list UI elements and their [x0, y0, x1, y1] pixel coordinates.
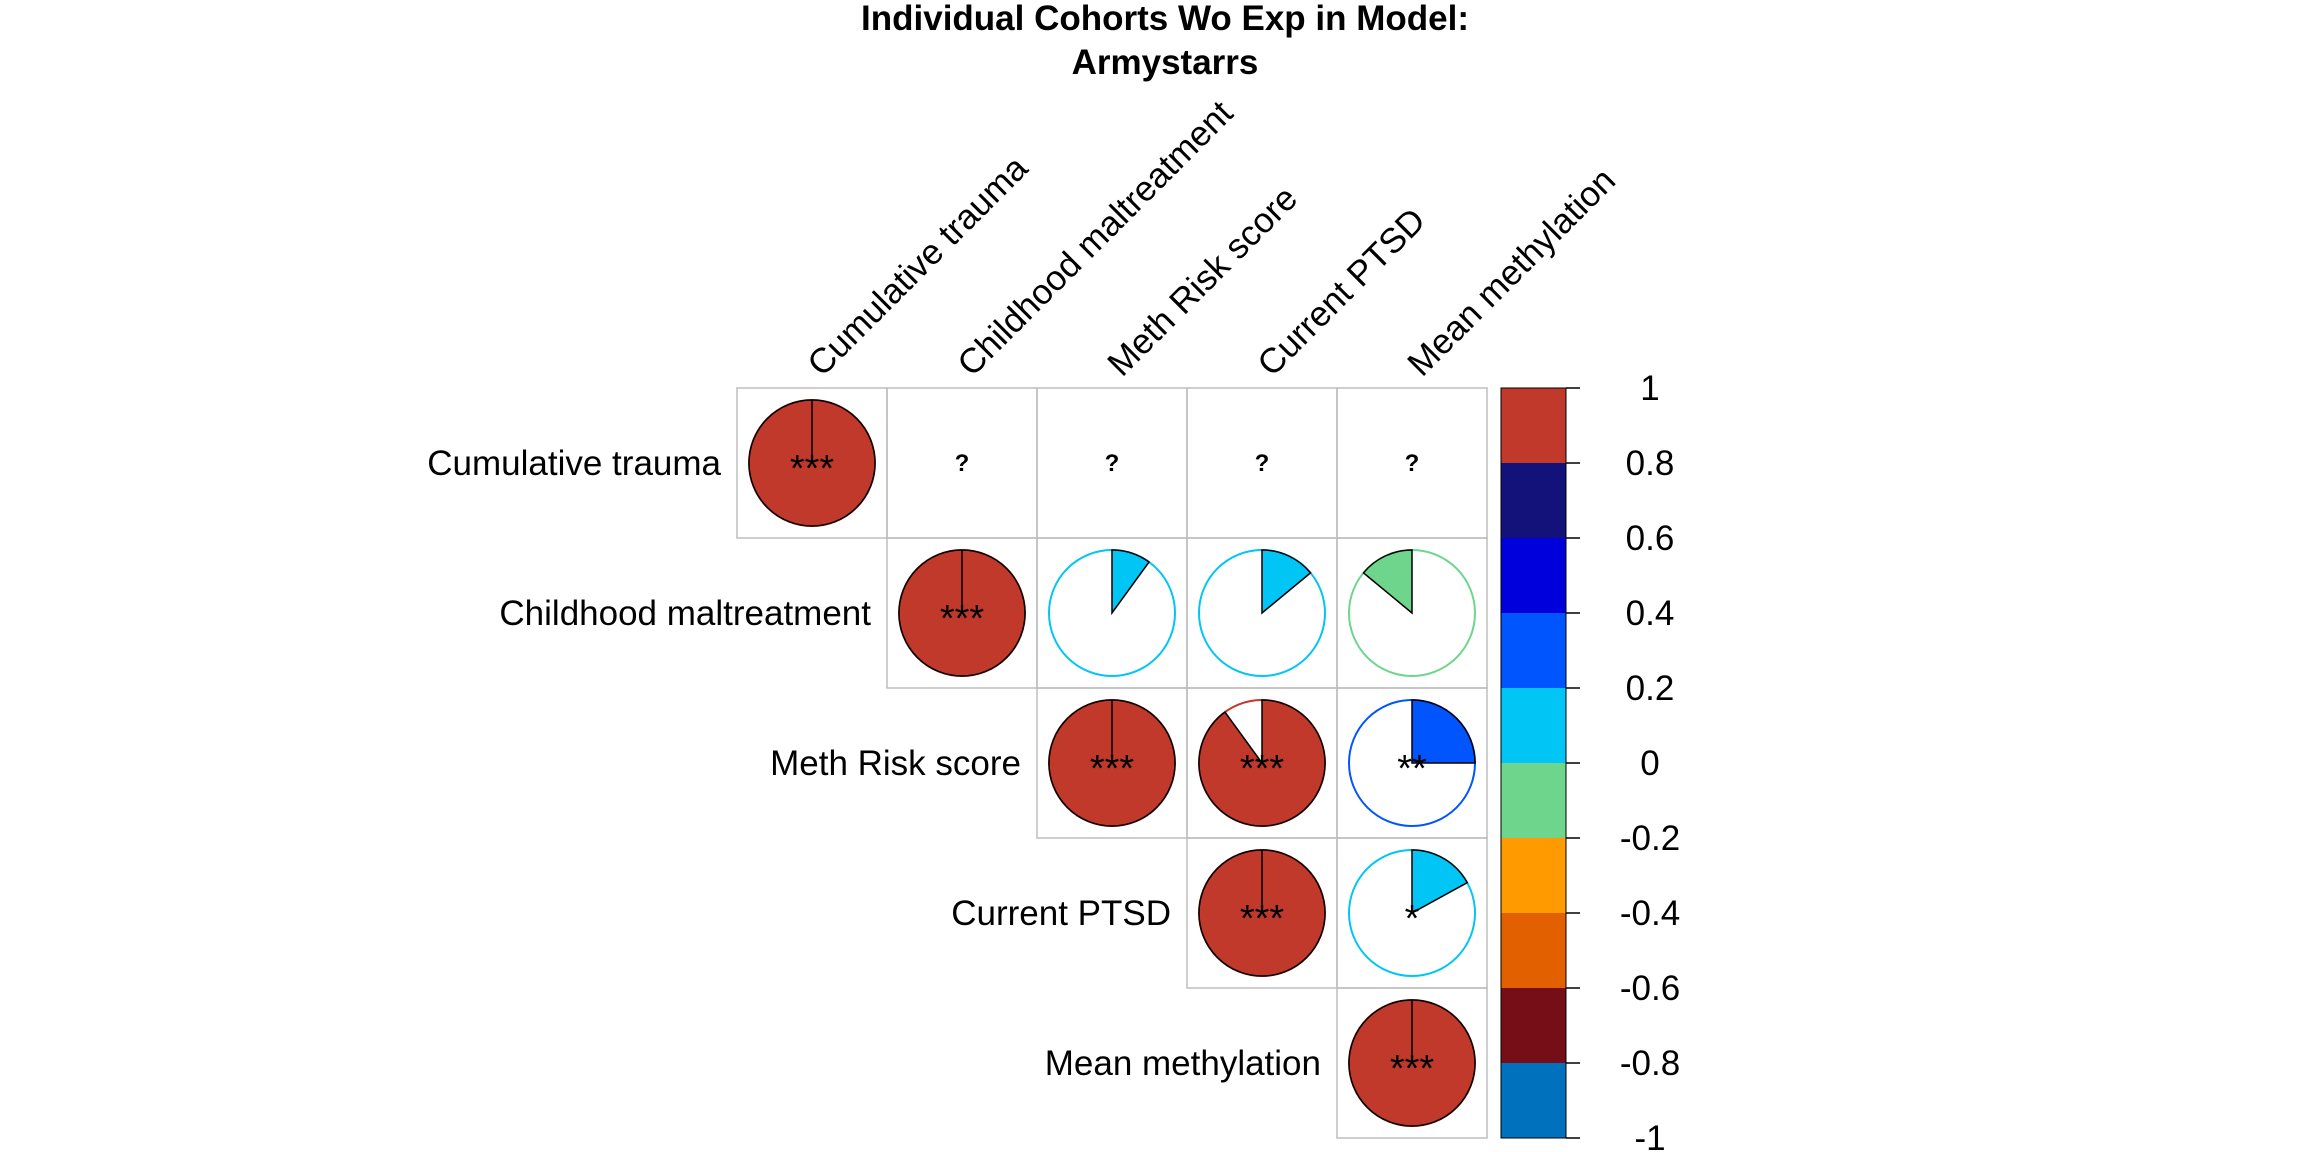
colorbar: 1 0.8 0.6 0.4 0.2 0 -0.2 -0.4 -0.6 -0.8 -1: [1500, 369, 1680, 1152]
cell-2-3-slice: [1198, 699, 1326, 827]
colorbar-tick-label-10: -1: [1634, 1119, 1665, 1152]
cell-2-4-significance: **: [1397, 748, 1427, 790]
matrix-grid: [736, 387, 1488, 1139]
colorbar-segment-7: [1501, 913, 1566, 988]
cell-2-2-pie: [1048, 699, 1176, 827]
colorbar-tick-label-9: -0.8: [1620, 1044, 1680, 1083]
cell-3-4-significance: *: [1405, 898, 1420, 940]
colorbar-tick-label-8: -0.6: [1620, 969, 1680, 1008]
cell-4-4-significance: ***: [1390, 1048, 1435, 1090]
colorbar-segment-6: [1501, 838, 1566, 913]
colorbar-tick-label-5: 0: [1640, 744, 1659, 783]
colorbar-tick-label-3: 0.4: [1626, 594, 1675, 633]
cell-1-3-slice: [1261, 549, 1312, 615]
row-label-current-ptsd: Current PTSD: [951, 894, 1171, 933]
cell-1-4-pie: [1348, 549, 1476, 677]
cell-0-1-label: ?: [955, 450, 970, 477]
chart-title-line-2: Armystarrs: [1072, 43, 1259, 82]
cell-2-4-slice: [1411, 699, 1476, 764]
cell-1-2-pie: [1048, 549, 1176, 677]
cell-0-0-significance: ***: [790, 448, 835, 490]
row-labels: Cumulative trauma Childhood maltreatment M…: [427, 444, 1321, 1083]
cell-1-1-significance: ***: [940, 598, 985, 640]
column-label-mean-methylation: Mean methylation: [1400, 161, 1623, 384]
colorbar-segment-5: [1501, 763, 1566, 838]
colorbar-tick-label-0: 1: [1640, 369, 1659, 408]
matrix-cells: ***??? ?****** *** ***** ****: [748, 399, 1476, 1127]
row-label-mean-methylation: Mean methylation: [1045, 1044, 1321, 1083]
cell-1-2-slice: [1111, 549, 1151, 616]
cell-1-1-pie: [898, 549, 1026, 677]
colorbar-tick-label-1: 0.8: [1626, 444, 1675, 483]
grid-cell-4-4: [1336, 987, 1488, 1139]
cell-2-2-significance: ***: [1090, 748, 1135, 790]
colorbar-tick-label-6: -0.2: [1620, 819, 1680, 858]
cell-3-3-significance: ***: [1240, 898, 1285, 940]
cell-3-3-pie: [1198, 849, 1326, 977]
cell-1-4-slice: [1362, 549, 1413, 615]
chart-title-line-1: Individual Cohorts Wo Exp in Model:: [861, 0, 1469, 38]
cell-1-3-pie: [1198, 549, 1326, 677]
cell-2-3-pie: [1198, 699, 1326, 827]
cell-3-4-slice: [1411, 849, 1469, 915]
row-label-childhood-maltreatment: Childhood maltreatment: [499, 594, 871, 633]
colorbar-segment-9: [1501, 1063, 1566, 1138]
colorbar-segment-2: [1501, 538, 1566, 613]
cell-0-3-label: ?: [1255, 450, 1270, 477]
colorbar-tick-label-2: 0.6: [1626, 519, 1675, 558]
colorbar-segment-3: [1501, 613, 1566, 688]
row-label-meth-risk-score: Meth Risk score: [770, 744, 1021, 783]
cell-0-2-label: ?: [1105, 450, 1120, 477]
colorbar-segment-8: [1501, 988, 1566, 1063]
colorbar-tick-label-4: 0.2: [1626, 669, 1675, 708]
colorbar-tick-label-7: -0.4: [1620, 894, 1680, 933]
cell-2-3-significance: ***: [1240, 748, 1285, 790]
column-label-childhood-maltreatment: Childhood maltreatment: [950, 93, 1241, 384]
cell-4-4-pie: [1348, 999, 1476, 1127]
cell-0-4-label: ?: [1405, 450, 1420, 477]
row-label-cumulative-trauma: Cumulative trauma: [427, 444, 721, 483]
cell-3-4-pie: [1348, 849, 1476, 977]
cell-2-4-pie: [1348, 699, 1476, 827]
colorbar-segment-0: [1501, 388, 1566, 463]
cell-0-0-pie: [748, 399, 876, 527]
colorbar-segment-4: [1501, 688, 1566, 763]
colorbar-segment-1: [1501, 463, 1566, 538]
